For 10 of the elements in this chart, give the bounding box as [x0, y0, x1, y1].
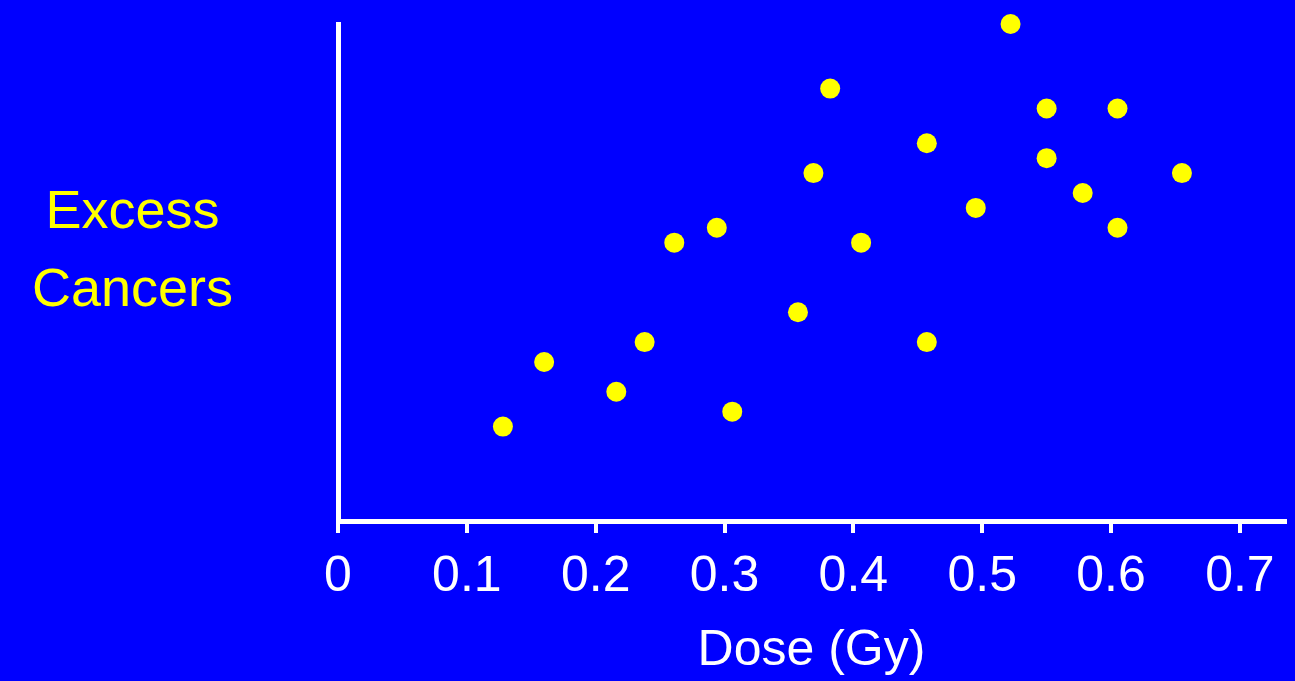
x-tick-label: 0.5	[947, 545, 1017, 602]
x-tick-label: 0.6	[1076, 545, 1146, 602]
y-axis-title: Excess Cancers	[30, 178, 235, 319]
x-tick-label: 0.2	[560, 545, 631, 602]
x-axis-title: Dose (Gy)	[697, 619, 926, 676]
x-tick-label: 0.3	[689, 545, 760, 602]
x-tick-label: 0	[324, 545, 352, 602]
x-tick-label: 0.7	[1205, 545, 1275, 602]
x-tick-label: 0.1	[432, 545, 502, 602]
x-tick-label: 0.4	[818, 545, 889, 602]
